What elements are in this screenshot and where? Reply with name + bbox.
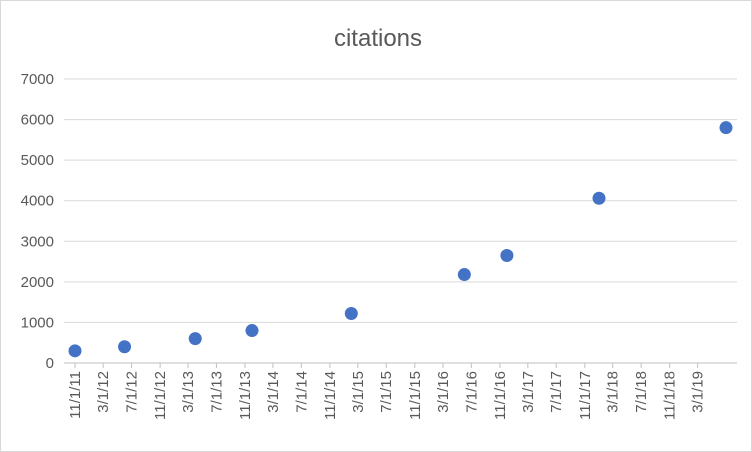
x-tick-label: 3/1/19	[690, 371, 707, 413]
data-point-4	[245, 324, 259, 338]
y-tick-label: 5000	[21, 152, 54, 169]
data-point-6	[457, 268, 471, 282]
x-tick-label: 7/1/13	[208, 371, 225, 413]
y-axis-ticks: 0 1000 2000 3000 4000 5000 6000 7000	[21, 71, 54, 372]
data-point-9	[719, 121, 733, 135]
x-tick-label: 11/1/16	[492, 371, 509, 420]
y-tick-label: 6000	[21, 112, 54, 129]
x-tick-label: 11/1/11	[67, 371, 84, 419]
x-tick-label: 3/1/18	[605, 371, 622, 413]
y-tick-label: 3000	[21, 233, 54, 250]
x-tick-label: 3/1/13	[180, 371, 197, 413]
x-tick-label: 11/1/14	[322, 371, 339, 420]
y-tick-label: 7000	[21, 71, 54, 88]
x-tick-label: 7/1/16	[463, 371, 480, 413]
x-tick-label: 11/1/17	[577, 371, 594, 420]
data-point-7	[500, 248, 514, 262]
x-tick-label: 3/1/12	[95, 371, 112, 413]
y-tick-label: 1000	[21, 314, 54, 331]
x-tick-label: 11/1/18	[662, 371, 679, 420]
data-point-8	[592, 191, 606, 205]
x-tick-label: 3/1/14	[265, 371, 282, 413]
data-point-1	[68, 344, 82, 358]
x-tick-label: 3/1/17	[520, 371, 537, 413]
x-tick-label: 3/1/16	[435, 371, 452, 413]
x-tick-label: 7/1/18	[633, 371, 650, 413]
x-axis-ticks: 11/1/11 3/1/12 7/1/12 11/1/12 3/1/13 7/1/13 11…	[67, 363, 707, 420]
y-tick-label: 4000	[21, 193, 54, 210]
y-tick-label: 0	[46, 355, 54, 372]
data-point-2	[118, 340, 132, 354]
chart-title: citations	[334, 25, 422, 52]
x-tick-label: 7/1/15	[378, 371, 395, 413]
x-tick-label: 7/1/17	[548, 371, 565, 413]
y-tick-label: 2000	[21, 274, 54, 291]
x-tick-label: 11/1/12	[152, 371, 169, 420]
x-tick-label: 11/1/13	[237, 371, 254, 420]
x-tick-label: 7/1/12	[124, 371, 141, 413]
x-tick-label: 11/1/15	[407, 371, 424, 420]
data-points	[68, 121, 733, 358]
x-tick-label: 3/1/15	[350, 371, 367, 413]
data-point-3	[188, 332, 202, 346]
gridlines	[64, 78, 737, 323]
data-point-5	[344, 307, 358, 321]
x-tick-label: 7/1/14	[293, 371, 310, 413]
